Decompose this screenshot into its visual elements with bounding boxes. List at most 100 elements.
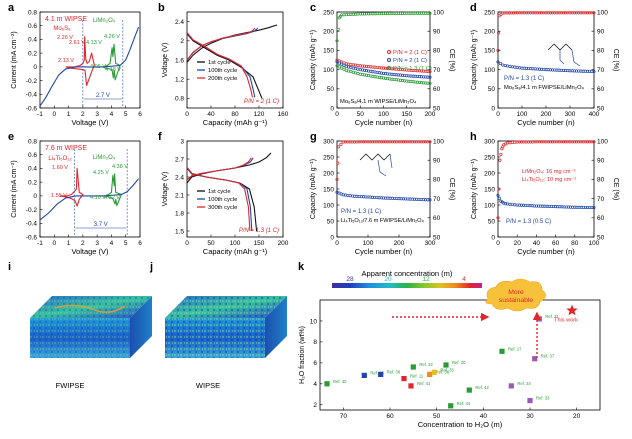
y2-tick-label-g-0: 50 bbox=[433, 234, 441, 241]
x-tick-label-e-0: -1 bbox=[37, 240, 43, 247]
x-axis-title-k: Concentration to H₂O (m) bbox=[418, 420, 503, 429]
panel-label-i: i bbox=[8, 261, 12, 273]
data-point-d-0-4 bbox=[506, 64, 510, 68]
legend-marker-c-1 bbox=[387, 58, 391, 62]
series-markers-g-1 bbox=[335, 140, 432, 181]
x-tick-label-f-1: 50 bbox=[207, 240, 215, 247]
x-tick-label-h-2: 40 bbox=[533, 240, 541, 247]
data-label-k-7: Ref. 35 bbox=[440, 367, 454, 372]
data-point-g-1-1 bbox=[336, 161, 340, 165]
x-tick-label-e-4: 3 bbox=[95, 240, 99, 247]
peak-label-e-7: 4.22 V bbox=[104, 195, 120, 201]
y-tick-label-g-3: 150 bbox=[323, 186, 334, 193]
cv-curve-e-0 bbox=[59, 167, 84, 207]
x-tick-label-d-2: 200 bbox=[541, 111, 552, 118]
polymer-structure-g bbox=[359, 153, 393, 177]
y-tick-label-f-1: 1.8 bbox=[175, 210, 184, 217]
cube-texture-top-i bbox=[30, 296, 152, 318]
y2-tick-label-g-2: 70 bbox=[433, 196, 441, 203]
x-tick-label-b-4: 160 bbox=[278, 111, 289, 118]
y2-tick-label-d-4: 90 bbox=[597, 29, 605, 36]
x-axis-title-a: Voltage (V) bbox=[71, 118, 109, 127]
y2-tick-label-c-0: 50 bbox=[433, 105, 441, 112]
x-axis-title-g: Cycle number (n) bbox=[355, 247, 413, 256]
data-label-k-10: Ref. 42 bbox=[475, 385, 489, 390]
y-tick-label-b-0: 0.8 bbox=[175, 96, 184, 103]
y-axis-title-h: Capacity (mAh g⁻¹) bbox=[471, 159, 478, 219]
y-tick-label-a-7: 0.8 bbox=[28, 9, 37, 16]
y-tick-label-e-7: 0.8 bbox=[28, 138, 37, 145]
data-point-h-1-47 bbox=[592, 140, 596, 144]
y-tick-label-g-6: 300 bbox=[323, 138, 334, 145]
panel-note-c: Mo₆S₈/4.1 m WIPSE/LiMn₂O₄ bbox=[340, 99, 417, 105]
x-tick-label-c-4: 200 bbox=[425, 111, 436, 118]
data-point-c-1-3 bbox=[342, 63, 346, 67]
discharge-curve-b-2 bbox=[186, 32, 253, 98]
panel-label-h: h bbox=[470, 131, 477, 143]
y-tick-label-a-0: -0.6 bbox=[26, 105, 38, 112]
series-markers-c-1 bbox=[335, 60, 432, 79]
series-markers-d-0 bbox=[496, 60, 596, 74]
data-point-k-6 bbox=[427, 371, 433, 377]
y2-tick-label-d-5: 100 bbox=[597, 9, 608, 16]
panel-header-e: 7.6 m WIPSE bbox=[45, 145, 87, 152]
cv-curve-a-0 bbox=[65, 36, 95, 86]
x-tick-label-k-5: 20 bbox=[573, 413, 581, 420]
data-label-k-15: Ref. 31 bbox=[545, 314, 559, 319]
y-tick-label-f-2: 2.1 bbox=[175, 192, 184, 199]
y-tick-label-h-3: 150 bbox=[484, 186, 495, 193]
data-point-h-1-3 bbox=[499, 152, 503, 156]
data-point-k-0 bbox=[324, 381, 330, 387]
panel-note-b: P/N = 2 (1 C) bbox=[244, 99, 279, 105]
x-tick-label-d-4: 400 bbox=[589, 111, 600, 118]
y-tick-label-f-5: 3 bbox=[180, 138, 184, 145]
peak-label-a-6: 4.26 V bbox=[104, 34, 120, 40]
y-tick-label-h-1: 50 bbox=[488, 218, 496, 225]
data-label-k-5: Ref. 32 bbox=[419, 362, 433, 367]
x-tick-label-d-0: 0 bbox=[496, 111, 500, 118]
y-tick-label-c-3: 150 bbox=[323, 48, 334, 55]
series-markers-h-1 bbox=[496, 140, 596, 220]
polymer-sidechain-d bbox=[559, 49, 581, 67]
peak-label-a-1: 2.26 V bbox=[57, 35, 73, 41]
y2-axis-title-g: CE (%) bbox=[448, 178, 455, 201]
x-tick-label-d-3: 300 bbox=[565, 111, 576, 118]
y2-axis-title-h: CE (%) bbox=[612, 178, 619, 201]
peak-label-e-5: 4.38 V bbox=[112, 164, 128, 170]
x-tick-label-a-2: 1 bbox=[67, 111, 71, 118]
x-tick-label-f-2: 100 bbox=[230, 240, 241, 247]
data-point-k-7 bbox=[431, 369, 437, 375]
panel-note-g-1: P/N = 1.3 (1 C) bbox=[341, 209, 381, 215]
x-tick-label-g-0: 0 bbox=[335, 240, 339, 247]
data-point-c-2-43 bbox=[428, 81, 432, 85]
data-point-h-0-5 bbox=[504, 202, 508, 206]
data-point-d-0-2 bbox=[501, 63, 505, 67]
y2-tick-label-c-3: 80 bbox=[433, 48, 441, 55]
colorbar-tick-3: 4 bbox=[462, 276, 466, 283]
data-point-g-1-0 bbox=[335, 177, 339, 181]
y2-tick-label-h-1: 60 bbox=[597, 215, 605, 222]
data-point-h-1-0 bbox=[496, 216, 500, 220]
y-tick-label-e-1: -0.4 bbox=[26, 221, 38, 228]
data-point-k-13 bbox=[527, 398, 533, 404]
x-axis-title-e: Voltage (V) bbox=[71, 247, 109, 256]
data-point-c-2-9 bbox=[356, 72, 360, 76]
y-tick-label-h-5: 250 bbox=[484, 154, 495, 161]
y-tick-label-c-2: 100 bbox=[323, 67, 334, 74]
data-point-h-0-7 bbox=[508, 202, 512, 206]
x-tick-label-f-4: 200 bbox=[278, 240, 289, 247]
x-tick-label-h-3: 60 bbox=[552, 240, 560, 247]
x-tick-label-b-1: 40 bbox=[207, 111, 215, 118]
charge-curve-f-1 bbox=[186, 157, 254, 181]
legend-label-b-1: 100th cycle bbox=[208, 68, 237, 74]
panel-note-h-1: LiMn₂O₄: 16 mg cm⁻² bbox=[522, 169, 576, 175]
data-label-k-3: Ref. 11 bbox=[410, 374, 424, 379]
x-tick-label-e-7: 6 bbox=[138, 240, 142, 247]
data-label-k-6: Ref. 36 bbox=[436, 369, 450, 374]
data-point-d-1-46 bbox=[592, 11, 596, 15]
data-point-k-1 bbox=[361, 372, 367, 378]
data-point-g-1-3 bbox=[339, 142, 343, 146]
panel-note-g-2: Li₄Ti₅O₁₂/7.6 m FWIPSE/LiMn₂O₄ bbox=[341, 218, 424, 224]
panel-label-a: a bbox=[8, 2, 15, 14]
colorbar-tick-1: 20 bbox=[384, 276, 392, 283]
